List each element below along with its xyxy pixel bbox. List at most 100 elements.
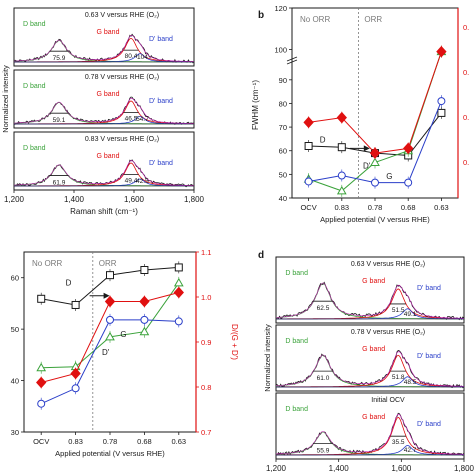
panel-letter-d: d [258, 250, 264, 261]
x-tick-label: OCV [33, 437, 49, 446]
data-point-d [304, 142, 313, 150]
x-tick-label: 1,400 [64, 195, 85, 204]
data-point-ratio [336, 111, 347, 124]
fwhm-dprime-value: 54.7 [136, 116, 149, 123]
right-y-tick-label: 0. [463, 158, 469, 167]
axis-break-mark [286, 59, 298, 65]
dprime-band-label: D' band [417, 353, 441, 360]
x-axis-label: Raman shift (cm⁻¹) [70, 207, 138, 216]
right-y-tick-label: 1.0 [201, 293, 211, 302]
right-y-tick-label: 0. [463, 23, 469, 32]
data-point-g [140, 315, 149, 324]
spectrum-title: 0.78 V versus RHE (O₂) [351, 329, 425, 336]
x-tick-label: 0.68 [137, 437, 152, 446]
plot-frame [291, 7, 459, 199]
x-tick-label: 1,800 [454, 464, 474, 473]
data-point-ratio [403, 142, 414, 155]
spectrum-frame [13, 7, 195, 67]
y-tick-label: 60 [279, 147, 287, 156]
series-label-0: D [66, 278, 72, 287]
g-band-label: G band [362, 278, 385, 285]
d-band-label: D band [23, 83, 46, 90]
right-y-axis-label: D/(G + D′) [230, 324, 239, 360]
x-tick-label: 1,200 [266, 464, 287, 473]
data-point-g [174, 317, 183, 326]
data-point-d [106, 271, 114, 280]
x-tick-label: OCV [300, 203, 316, 212]
y-axis-label: Normalized intensity [263, 324, 272, 392]
g-band-label: G band [362, 414, 385, 421]
data-point-ratio [369, 147, 381, 159]
region-label-no-orr: No ORR [32, 259, 62, 268]
x-tick-label: 0.63 [171, 437, 186, 446]
dprime-band-label: D' band [417, 285, 441, 292]
series-label-0: D [320, 135, 326, 144]
d-band-label: D band [23, 145, 46, 152]
series-line-g [308, 100, 442, 184]
x-tick-label: 0.83 [334, 203, 349, 212]
data-point-ratio [70, 367, 81, 380]
fwhm-g-value: 51.5 [392, 307, 405, 314]
fwhm-d-value: 61.9 [53, 180, 66, 187]
dprime-band-label: D' band [149, 160, 173, 167]
fwhm-d-value: 55.9 [317, 448, 330, 455]
x-tick-label: 1,400 [329, 464, 350, 473]
fwhm-dprime-value: 42.5 [136, 178, 149, 185]
fwhm-g-value: 49.4 [125, 178, 138, 185]
series-label-2: G [386, 172, 392, 181]
fwhm-d-value: 61.0 [317, 375, 330, 382]
y-axis-label-fwhm: FWHM (cm⁻¹) [251, 80, 260, 130]
spectrum-title: 0.83 V versus RHE (O₂) [85, 136, 159, 143]
series-label-1: D' [363, 161, 371, 170]
right-y-tick-label: 0.9 [201, 338, 211, 347]
data-point-g [71, 384, 80, 393]
data-point-dprime [105, 331, 115, 341]
x-tick-label: 1,200 [4, 195, 25, 204]
d-band-fit-line [275, 354, 464, 388]
y-tick-label: 50 [279, 170, 287, 179]
envelope-fit-line [275, 282, 464, 319]
data-point-g [371, 178, 379, 187]
x-tick-label: 1,800 [184, 195, 205, 204]
y-tick-label: 50 [11, 325, 19, 334]
data-point-dprime [36, 362, 47, 372]
data-point-g [404, 178, 413, 187]
spectrum-frame [275, 256, 465, 324]
series-label-2: G [120, 330, 126, 339]
g-band-fit-line [276, 354, 465, 388]
data-point-ratio [139, 295, 150, 308]
data-point-d [174, 263, 183, 272]
y-tick-label: 90 [279, 76, 287, 85]
data-point-ratio [436, 45, 447, 58]
fwhm-g-value: 51.8 [392, 374, 405, 381]
right-y-tick-label: 0.8 [201, 383, 211, 392]
y-tick-label: 60 [11, 274, 19, 283]
fwhm-g-value: 46.5 [125, 116, 138, 123]
g-band-label: G band [97, 29, 120, 36]
data-point-g [106, 315, 114, 324]
region-label-no-orr: No ORR [300, 15, 330, 24]
data-point-dprime [336, 185, 347, 195]
y-tick-label: 40 [279, 194, 287, 203]
spectrum-title: Initial OCV [371, 397, 405, 404]
x-tick-label: 0.68 [401, 203, 416, 212]
fwhm-d-value: 75.9 [53, 55, 66, 62]
spectrum-frame [13, 69, 195, 129]
data-point-g [37, 399, 46, 408]
data-point-g [304, 177, 313, 186]
fwhm-d-value: 62.5 [317, 305, 330, 312]
dprime-band-label: D' band [149, 36, 173, 43]
spectrum-frame [275, 392, 465, 460]
fwhm-dprime-value: 42.7 [404, 447, 417, 454]
axis-arrowhead [363, 145, 370, 152]
y-axis-label: Normalized intensity [1, 65, 10, 133]
fwhm-dprime-value: 104 [137, 54, 148, 61]
data-point-ratio [36, 376, 47, 389]
data-point-g [437, 97, 446, 106]
fwhm-g-value: 80.4 [125, 53, 138, 60]
data-point-ratio [104, 295, 116, 308]
data-point-d [337, 143, 346, 152]
series-line-dprime [308, 51, 442, 192]
x-tick-label: 1,600 [124, 195, 145, 204]
series-label-1: D' [102, 348, 110, 357]
